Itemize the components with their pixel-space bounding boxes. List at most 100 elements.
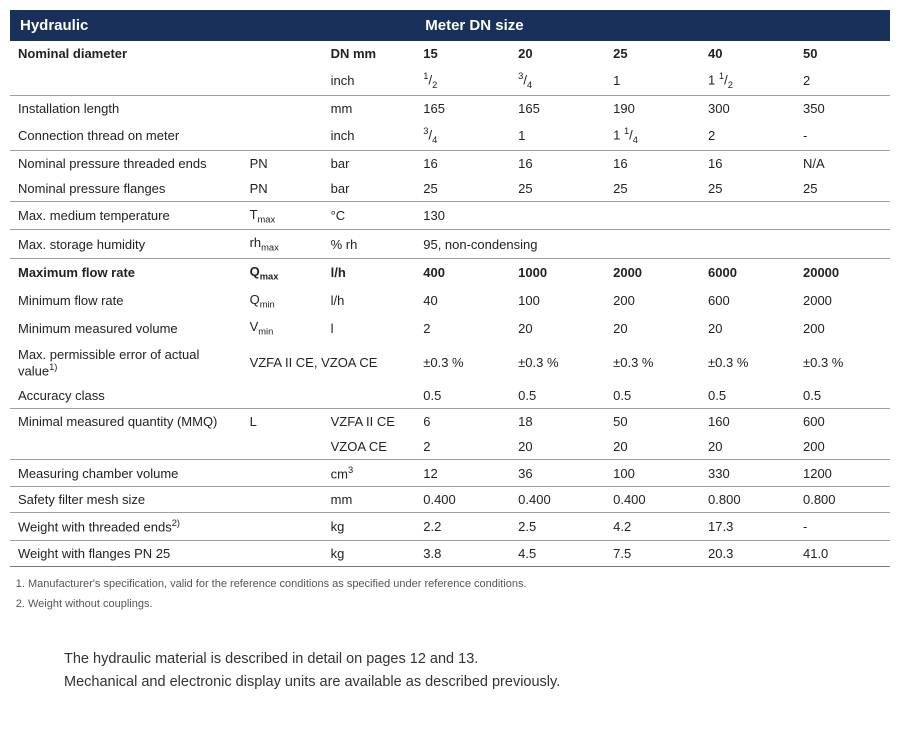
value-cell: 200 — [795, 434, 890, 460]
value-cell: 7.5 — [605, 540, 700, 566]
mesh-label: Safety filter mesh size — [10, 487, 323, 513]
value-cell: 0.5 — [700, 383, 795, 409]
body-line-1: The hydraulic material is described in d… — [64, 648, 890, 670]
qmin-symbol: Qmin — [242, 287, 323, 315]
value-cell: 6 — [415, 409, 510, 435]
value-cell: 160 — [700, 409, 795, 435]
unit-cell: bar — [323, 176, 416, 202]
value-cell: 20 — [700, 314, 795, 342]
value-cell: 2000 — [795, 287, 890, 315]
unit-cell: VZOA CE — [323, 434, 416, 460]
value-cell: 100 — [605, 460, 700, 487]
accuracy-class-label: Accuracy class — [10, 383, 415, 409]
value-cell: 330 — [700, 460, 795, 487]
perm-error-label: Max. permissible error of actual value1) — [10, 342, 242, 383]
tmax-symbol: Tmax — [242, 201, 323, 230]
value-cell: 20000 — [795, 259, 890, 287]
header-right: Meter DN size — [415, 10, 890, 41]
value-cell: 20 — [605, 434, 700, 460]
value-cell: 25 — [415, 176, 510, 202]
value-cell: 4.5 — [510, 540, 605, 566]
value-cell: 400 — [415, 259, 510, 287]
weight-threaded-label: Weight with threaded ends2) — [10, 513, 323, 540]
hydraulic-spec-table: Hydraulic Meter DN size Nominal diameter… — [10, 10, 890, 567]
value-cell: 16 — [605, 150, 700, 176]
value-cell: 200 — [605, 287, 700, 315]
value-cell: 25 — [605, 176, 700, 202]
value-cell: 17.3 — [700, 513, 795, 540]
unit-cell: mm — [323, 487, 416, 513]
value-cell: 1 1/4 — [605, 121, 700, 150]
qmax-symbol: Qmax — [242, 259, 323, 287]
value-cell: 350 — [795, 95, 890, 121]
value-cell: 0.5 — [795, 383, 890, 409]
unit-cell: % rh — [323, 230, 416, 259]
value-cell: ±0.3 % — [510, 342, 605, 383]
value-cell: 41.0 — [795, 540, 890, 566]
value-cell: 20 — [510, 434, 605, 460]
value-cell: 2 — [415, 314, 510, 342]
dn-mm-label: DN mm — [323, 41, 416, 66]
value-cell: 20 — [510, 314, 605, 342]
value-cell: 25 — [795, 176, 890, 202]
qmax-label: Maximum flow rate — [10, 259, 242, 287]
mmq-symbol: L — [242, 409, 323, 435]
qmin-label: Minimum flow rate — [10, 287, 242, 315]
value-cell: 3.8 — [415, 540, 510, 566]
dn-25: 25 — [605, 41, 700, 66]
value-cell: 40 — [415, 287, 510, 315]
inch-4: 2 — [795, 66, 890, 95]
unit-cell: °C — [323, 201, 416, 230]
nominal-diameter-label: Nominal diameter — [10, 41, 323, 66]
value-cell: 1000 — [510, 259, 605, 287]
value-cell: 0.800 — [795, 487, 890, 513]
unit-cell: kg — [323, 540, 416, 566]
mcv-label: Measuring chamber volume — [10, 460, 323, 487]
vmin-symbol: Vmin — [242, 314, 323, 342]
inch-label: inch — [323, 66, 416, 95]
value-cell: ±0.3 % — [605, 342, 700, 383]
installation-length-label: Installation length — [10, 95, 323, 121]
value-cell: 50 — [605, 409, 700, 435]
vzfa-vzoa-symbol: VZFA II CE, VZOA CE — [242, 342, 416, 383]
value-cell: ±0.3 % — [700, 342, 795, 383]
value-cell: - — [795, 121, 890, 150]
footnote-1: Manufacturer's specification, valid for … — [28, 575, 890, 595]
unit-cell: l — [323, 314, 416, 342]
value-cell: 600 — [700, 287, 795, 315]
dn-15: 15 — [415, 41, 510, 66]
dn-40: 40 — [700, 41, 795, 66]
value-cell: 12 — [415, 460, 510, 487]
unit-cell: kg — [323, 513, 416, 540]
value-cell: 0.5 — [605, 383, 700, 409]
value-cell: 2.2 — [415, 513, 510, 540]
weight-flanges-label: Weight with flanges PN 25 — [10, 540, 323, 566]
value-cell: 100 — [510, 287, 605, 315]
value-cell: 1200 — [795, 460, 890, 487]
value-cell: 2.5 — [510, 513, 605, 540]
value-cell: 0.400 — [415, 487, 510, 513]
value-cell: N/A — [795, 150, 890, 176]
inch-2: 1 — [605, 66, 700, 95]
value-cell: 0.800 — [700, 487, 795, 513]
value-cell: 16 — [415, 150, 510, 176]
value-cell: 200 — [795, 314, 890, 342]
value-cell: 16 — [510, 150, 605, 176]
pn-symbol: PN — [242, 150, 323, 176]
value-cell: 4.2 — [605, 513, 700, 540]
inch-0: 1/2 — [415, 66, 510, 95]
value-cell: 130 — [415, 201, 890, 230]
value-cell: 16 — [700, 150, 795, 176]
footnote-2: Weight without couplings. — [28, 595, 890, 615]
value-cell: 0.5 — [510, 383, 605, 409]
value-cell: 2000 — [605, 259, 700, 287]
np-threaded-label: Nominal pressure threaded ends — [10, 150, 242, 176]
value-cell: 2 — [415, 434, 510, 460]
inch-3: 1 1/2 — [700, 66, 795, 95]
unit-cell: l/h — [323, 287, 416, 315]
footnotes: Manufacturer's specification, valid for … — [10, 575, 890, 615]
dn-20: 20 — [510, 41, 605, 66]
value-cell: 18 — [510, 409, 605, 435]
header-left: Hydraulic — [10, 10, 415, 41]
value-cell: 25 — [700, 176, 795, 202]
